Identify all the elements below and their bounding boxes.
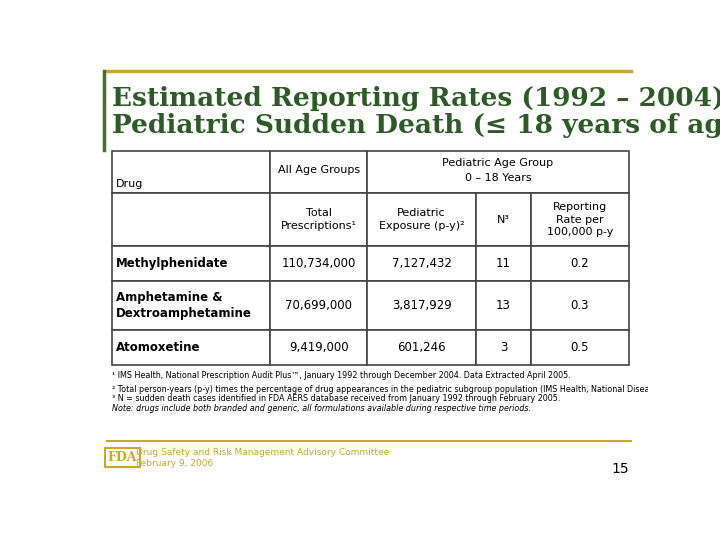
Bar (531, 193, 629, 246)
Bar (531, 281, 629, 330)
Text: 0.2: 0.2 (571, 257, 589, 270)
Text: 11: 11 (496, 257, 511, 270)
Bar (112, 151, 270, 193)
Text: 3: 3 (500, 341, 508, 354)
Bar (112, 281, 270, 330)
Bar (112, 246, 270, 281)
Bar (531, 246, 629, 281)
Text: ¹ IMS Health, National Prescription Audit Plus™, January 1992 through December 2: ¹ IMS Health, National Prescription Audi… (112, 372, 570, 380)
Text: Atomoxetine: Atomoxetine (117, 341, 201, 354)
Bar (270, 281, 367, 330)
Text: 0 – 18 Years: 0 – 18 Years (464, 173, 531, 183)
Text: 0.3: 0.3 (571, 299, 589, 312)
Bar (112, 330, 270, 365)
Text: Pediatric Age Group: Pediatric Age Group (443, 158, 554, 168)
Text: All Age Groups: All Age Groups (278, 165, 360, 175)
Text: Pediatric Sudden Death (≤ 18 years of age): Pediatric Sudden Death (≤ 18 years of ag… (112, 112, 720, 138)
Bar (367, 151, 629, 193)
Bar (112, 193, 270, 246)
Text: Estimated Reporting Rates (1992 – 2004): Estimated Reporting Rates (1992 – 2004) (112, 86, 720, 111)
Text: Pediatric
Exposure (p-y)²: Pediatric Exposure (p-y)² (379, 208, 464, 231)
Text: Reporting
Rate per
100,000 p-y: Reporting Rate per 100,000 p-y (546, 202, 613, 238)
Text: 110,734,000: 110,734,000 (282, 257, 356, 270)
Bar (476, 193, 531, 246)
Text: Note: drugs include both branded and generic, all formulations available during : Note: drugs include both branded and gen… (112, 403, 531, 413)
Bar (367, 193, 476, 246)
Bar (476, 281, 531, 330)
Bar (476, 330, 531, 365)
Bar (270, 330, 367, 365)
Text: 70,699,000: 70,699,000 (285, 299, 352, 312)
Bar (367, 330, 476, 365)
Bar (270, 246, 367, 281)
Text: 13: 13 (496, 299, 511, 312)
Bar (367, 246, 476, 281)
Text: February 9, 2006: February 9, 2006 (137, 459, 214, 468)
Bar (531, 330, 629, 365)
Text: Drug: Drug (117, 179, 144, 188)
Text: 15: 15 (611, 462, 629, 476)
Bar (367, 281, 476, 330)
Bar (270, 151, 367, 193)
Text: 3,817,929: 3,817,929 (392, 299, 451, 312)
Text: 9,419,000: 9,419,000 (289, 341, 348, 354)
Text: FDA: FDA (108, 451, 138, 464)
Text: ² Total person-years (p-y) times the percentage of drug appearances in the pedia: ² Total person-years (p-y) times the per… (112, 385, 720, 394)
Text: Methylphenidate: Methylphenidate (117, 257, 229, 270)
Bar (270, 193, 367, 246)
Text: 601,246: 601,246 (397, 341, 446, 354)
Text: 0.5: 0.5 (571, 341, 589, 354)
Text: N³: N³ (497, 214, 510, 225)
Text: Total
Prescriptions¹: Total Prescriptions¹ (281, 208, 356, 231)
Text: ³ N = sudden death cases identified in FDA AERS database received from January 1: ³ N = sudden death cases identified in F… (112, 394, 560, 403)
Text: Amphetamine &
Dextroamphetamine: Amphetamine & Dextroamphetamine (117, 291, 252, 320)
Bar (476, 246, 531, 281)
Text: 7,127,432: 7,127,432 (392, 257, 451, 270)
Text: Drug Safety and Risk Management Advisory Committee: Drug Safety and Risk Management Advisory… (137, 448, 390, 457)
